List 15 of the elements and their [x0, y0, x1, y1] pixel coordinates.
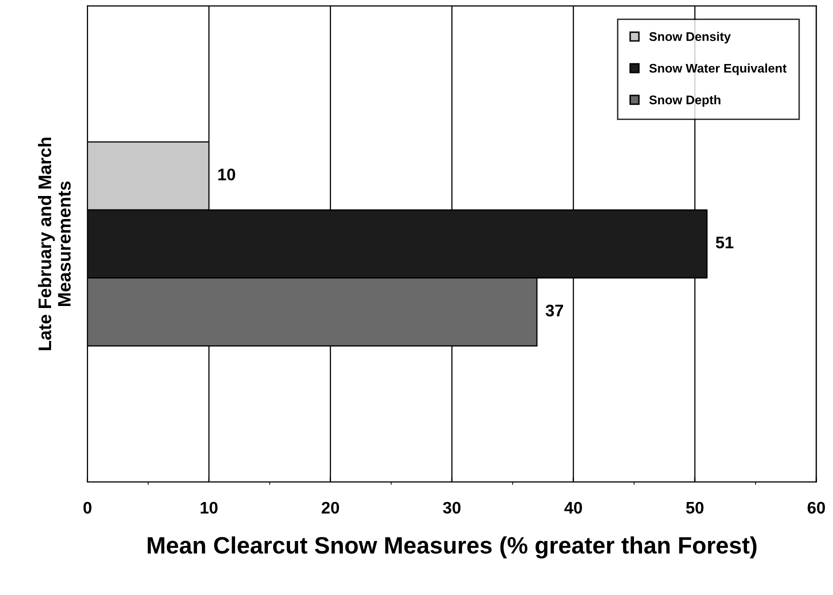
data-label: 37 [546, 304, 564, 316]
x-axis-title: Mean Clearcut Snow Measures (% greater than Forest) [148, 536, 756, 558]
x-tick-label: 30 [443, 502, 460, 514]
y-axis-title: Late February and March Measurements [38, 138, 71, 350]
x-tick-label: 10 [200, 502, 218, 514]
legend-label: Snow Density [649, 32, 731, 44]
x-tick-label: 60 [808, 502, 825, 514]
x-tick-label: 0 [83, 502, 92, 514]
x-tick-label: 40 [564, 502, 582, 514]
legend-label: Snow Water Equivalent [649, 63, 787, 76]
legend-label: Snow Depth [649, 95, 720, 107]
data-label: 10 [218, 168, 236, 180]
data-label: 51 [716, 236, 734, 248]
x-tick-label: 50 [686, 502, 704, 514]
x-tick-label: 20 [322, 502, 340, 514]
